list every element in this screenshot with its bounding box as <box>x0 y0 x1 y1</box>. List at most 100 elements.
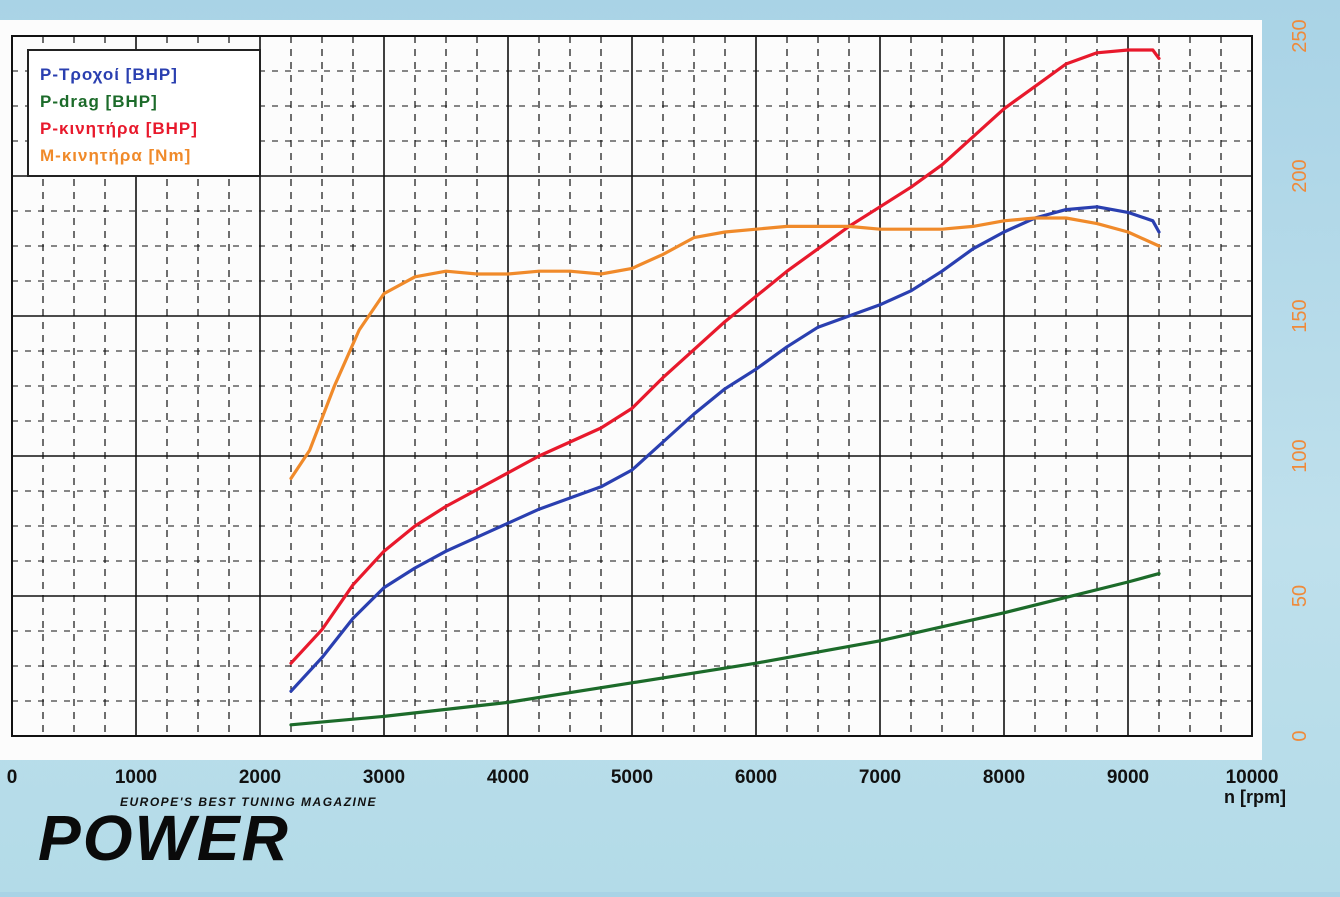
legend-entry: M-κινητήρα [Nm] <box>40 146 191 165</box>
y-tick-label: 250 <box>1289 19 1311 52</box>
data-point <box>631 267 633 270</box>
data-point <box>290 662 292 664</box>
data-point <box>786 225 788 228</box>
data-point <box>1003 231 1005 233</box>
data-point <box>879 304 881 306</box>
x-axis-unit: n [rpm] <box>1224 787 1286 807</box>
data-point <box>693 413 695 415</box>
data-point <box>879 228 881 230</box>
x-tick-label: 7000 <box>859 767 901 788</box>
y-tick-label: 0 <box>1289 730 1311 741</box>
data-point <box>662 441 664 443</box>
data-point <box>879 640 881 642</box>
data-point <box>569 441 571 443</box>
x-tick-label: 4000 <box>487 767 529 788</box>
data-point <box>352 617 354 620</box>
data-point <box>724 231 726 233</box>
data-point <box>290 477 292 480</box>
data-point <box>1152 49 1154 51</box>
data-point <box>910 186 912 188</box>
data-point <box>414 276 416 278</box>
data-point <box>507 522 509 524</box>
x-tick-label: 5000 <box>611 767 653 788</box>
legend-entry: P-κινητήρα [BHP] <box>40 119 198 138</box>
x-tick-label: 10000 <box>1226 767 1279 788</box>
brand-logo: EUROPE'S BEST TUNING MAGAZINE POWER <box>38 795 377 874</box>
data-point <box>693 236 695 239</box>
data-point <box>333 385 336 387</box>
y-tick-label: 150 <box>1289 299 1311 332</box>
data-point <box>569 270 571 273</box>
data-point <box>786 270 788 273</box>
data-point <box>600 427 602 429</box>
plot-border <box>11 35 1253 737</box>
data-point <box>848 225 850 228</box>
legend-entry: P-Τροχοί [BHP] <box>40 65 178 84</box>
data-point <box>600 273 602 275</box>
x-tick-labels: 0 1000 2000 3000 4000 5000 6000 7000 8000 9000 100… <box>7 767 1279 788</box>
data-point <box>476 536 478 538</box>
y-tick-label: 100 <box>1289 439 1311 472</box>
data-point <box>879 206 881 208</box>
data-point <box>1003 220 1005 222</box>
brand-tagline: EUROPE'S BEST TUNING MAGAZINE <box>120 795 377 809</box>
data-point <box>358 329 361 331</box>
data-point <box>414 567 416 569</box>
data-point <box>1127 581 1129 583</box>
data-point <box>693 348 695 351</box>
data-point <box>476 488 478 491</box>
data-point <box>445 505 447 508</box>
data-point <box>1096 222 1098 225</box>
data-point <box>910 290 912 292</box>
data-point <box>1065 217 1067 219</box>
data-point <box>1158 231 1160 233</box>
data-point <box>1003 108 1005 110</box>
data-point <box>321 656 323 659</box>
data-point <box>910 228 912 230</box>
data-point <box>1096 206 1098 208</box>
data-point <box>941 228 943 230</box>
data-point <box>1127 231 1129 233</box>
data-point <box>569 497 571 499</box>
data-point <box>1152 220 1154 222</box>
data-point <box>662 253 664 256</box>
data-point <box>631 682 633 684</box>
data-point <box>817 326 819 329</box>
data-point <box>352 584 354 586</box>
data-point <box>755 228 757 230</box>
data-point <box>817 248 819 250</box>
data-point <box>600 486 602 488</box>
data-point <box>1127 211 1129 214</box>
data-point <box>476 273 478 275</box>
brand-name: POWER <box>38 802 290 874</box>
data-point <box>1065 63 1067 65</box>
data-point <box>507 472 509 474</box>
data-point <box>538 455 540 457</box>
data-point <box>755 295 757 298</box>
data-point <box>290 724 292 726</box>
y-tick-labels: 0 50 100 150 200 250 <box>1289 19 1311 741</box>
data-point <box>755 368 757 371</box>
data-point <box>1158 57 1160 60</box>
data-point <box>941 270 943 273</box>
data-point <box>507 701 509 704</box>
data-point <box>308 449 311 452</box>
legend: P-Τροχοί [BHP] P-drag [BHP] P-κινητήρα [BH… <box>27 49 261 177</box>
data-point <box>631 407 633 410</box>
data-point <box>786 346 788 348</box>
data-point <box>848 315 850 317</box>
data-point <box>321 628 323 631</box>
x-tick-label: 9000 <box>1107 767 1149 788</box>
data-point <box>383 715 385 718</box>
data-point <box>445 270 447 273</box>
data-point <box>383 550 385 552</box>
data-point <box>1065 208 1067 211</box>
x-tick-label: 8000 <box>983 767 1025 788</box>
data-point <box>724 320 726 323</box>
data-point <box>972 225 974 228</box>
data-point <box>538 270 540 273</box>
data-point <box>1034 85 1036 88</box>
y-tick-label: 200 <box>1289 159 1311 192</box>
